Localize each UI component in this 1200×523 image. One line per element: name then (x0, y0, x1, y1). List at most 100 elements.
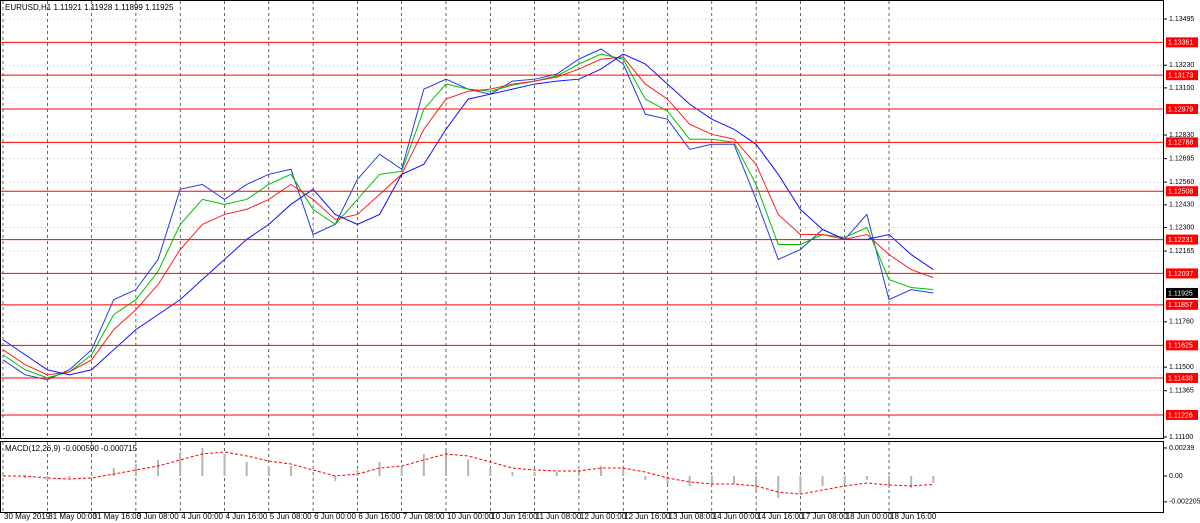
histogram-bar (777, 476, 780, 499)
x-tick-label: 6 Jun 16:00 (358, 512, 400, 521)
histogram-bar (755, 476, 758, 491)
histogram-bar (378, 461, 381, 477)
x-tick-label: 4 Jun 16:00 (226, 512, 268, 521)
series-line (2, 56, 934, 376)
x-tick-label: 30 May 2019 (4, 512, 51, 521)
histogram-bar (68, 476, 71, 478)
histogram-bar (511, 472, 514, 477)
histogram-bar (289, 466, 292, 477)
y-tick-label: -0.002205 (1169, 499, 1200, 506)
histogram-bar (112, 468, 115, 477)
y-tick-label: 0.00 (1169, 473, 1183, 480)
histogram-bar (843, 476, 846, 484)
level-label-bg (1166, 37, 1198, 48)
x-tick-label: 10 Jun 16:00 (491, 512, 538, 521)
series-line (3, 451, 934, 495)
y-tick-label: 0.00239 (1169, 445, 1194, 452)
histogram-bar (688, 476, 691, 486)
price-panel (0, 0, 1164, 439)
level-label-bg (1166, 104, 1198, 115)
level-label-bg (1166, 137, 1198, 148)
histogram-bar (312, 476, 315, 477)
level-label: 1.11226 (1168, 412, 1193, 419)
x-tick-label: 14 Jun 00:00 (713, 512, 760, 521)
histogram-bar (533, 472, 536, 477)
histogram-bar (555, 472, 558, 477)
y-tick-label: 1.11760 (1169, 319, 1194, 326)
y-tick-label: 1.13495 (1169, 16, 1194, 23)
y-tick-label: 1.13100 (1169, 85, 1194, 92)
x-tick-label: 18 Jun 16:00 (890, 512, 937, 521)
level-label: 1.13361 (1168, 40, 1193, 47)
x-tick-label: 3 Jun 08:00 (137, 512, 179, 521)
y-tick-label: 1.12165 (1169, 248, 1194, 255)
x-tick-label: 17 Jun 08:00 (801, 512, 848, 521)
macd-title: MACD(12,26,9) -0.000590 -0.000715 (5, 444, 138, 453)
x-tick-label: 18 Jun 00:00 (846, 512, 893, 521)
level-label: 1.11438 (1168, 375, 1193, 382)
histogram-bar (799, 476, 802, 495)
y-tick-label: 1.11500 (1169, 364, 1194, 371)
level-label: 1.12508 (1168, 189, 1193, 196)
level-label: 1.12788 (1168, 140, 1193, 147)
histogram-bar (24, 476, 27, 478)
level-label-bg (1166, 268, 1198, 279)
x-tick-label: 5 Jun 08:00 (270, 512, 312, 521)
level-label: 1.12979 (1168, 106, 1193, 113)
histogram-bar (710, 476, 713, 484)
y-tick-label: 1.12430 (1169, 202, 1194, 209)
y-tick-label: 1.12300 (1169, 224, 1194, 231)
histogram-bar (732, 476, 735, 484)
level-label-bg (1166, 299, 1198, 310)
level-label-bg (1166, 186, 1198, 197)
x-tick-label: 31 May 16:00 (93, 512, 142, 521)
x-tick-label: 12 Jun 00:00 (580, 512, 627, 521)
y-tick-label: 1.12695 (1169, 155, 1194, 162)
level-label: 1.12231 (1168, 237, 1193, 244)
histogram-bar (201, 447, 204, 477)
level-label-bg (1166, 409, 1198, 420)
level-label-bg (1166, 340, 1198, 351)
histogram-bar (267, 466, 270, 477)
histogram-bar (577, 470, 580, 477)
histogram-bar (932, 476, 935, 483)
histogram-bar (467, 459, 470, 477)
histogram-bar (223, 453, 226, 477)
x-tick-label: 13 Jun 08:00 (669, 512, 716, 521)
level-label: 1.11625 (1168, 343, 1193, 350)
histogram-bar (821, 476, 824, 486)
histogram-bar (334, 476, 337, 482)
histogram-bar (622, 468, 625, 477)
x-tick-label: 14 Jun 16:00 (757, 512, 804, 521)
x-tick-label: 4 Jun 00:00 (181, 512, 223, 521)
histogram-bar (356, 470, 359, 477)
histogram-bar (910, 476, 913, 488)
last-price-bg (1166, 287, 1198, 298)
histogram-bar (888, 476, 890, 488)
y-tick-label: 1.12830 (1169, 132, 1194, 139)
level-label-bg (1166, 70, 1198, 81)
histogram-bar (400, 466, 403, 477)
histogram-bar (134, 464, 137, 477)
x-tick-label: 6 Jun 00:00 (314, 512, 356, 521)
histogram-bar (489, 468, 492, 477)
histogram-bar (644, 476, 647, 480)
histogram-bar (445, 449, 447, 477)
histogram-bar (600, 466, 603, 477)
histogram-bar (865, 476, 868, 480)
level-label: 1.12037 (1168, 271, 1193, 278)
histogram-bar (245, 461, 248, 477)
x-tick-label: 11 Jun 08:00 (536, 512, 582, 521)
histogram-bar (422, 453, 425, 477)
histogram-bar (2, 474, 4, 477)
histogram-bar (90, 474, 93, 477)
y-tick-label: 1.12560 (1169, 179, 1194, 186)
level-label: 1.11857 (1168, 302, 1193, 309)
level-label-bg (1166, 372, 1198, 383)
y-tick-label: 1.11100 (1169, 434, 1193, 441)
x-tick-label: 10 Jun 00:00 (447, 512, 494, 521)
y-tick-label: 1.11365 (1169, 388, 1194, 395)
series-line (2, 53, 934, 379)
histogram-bar (157, 459, 160, 477)
